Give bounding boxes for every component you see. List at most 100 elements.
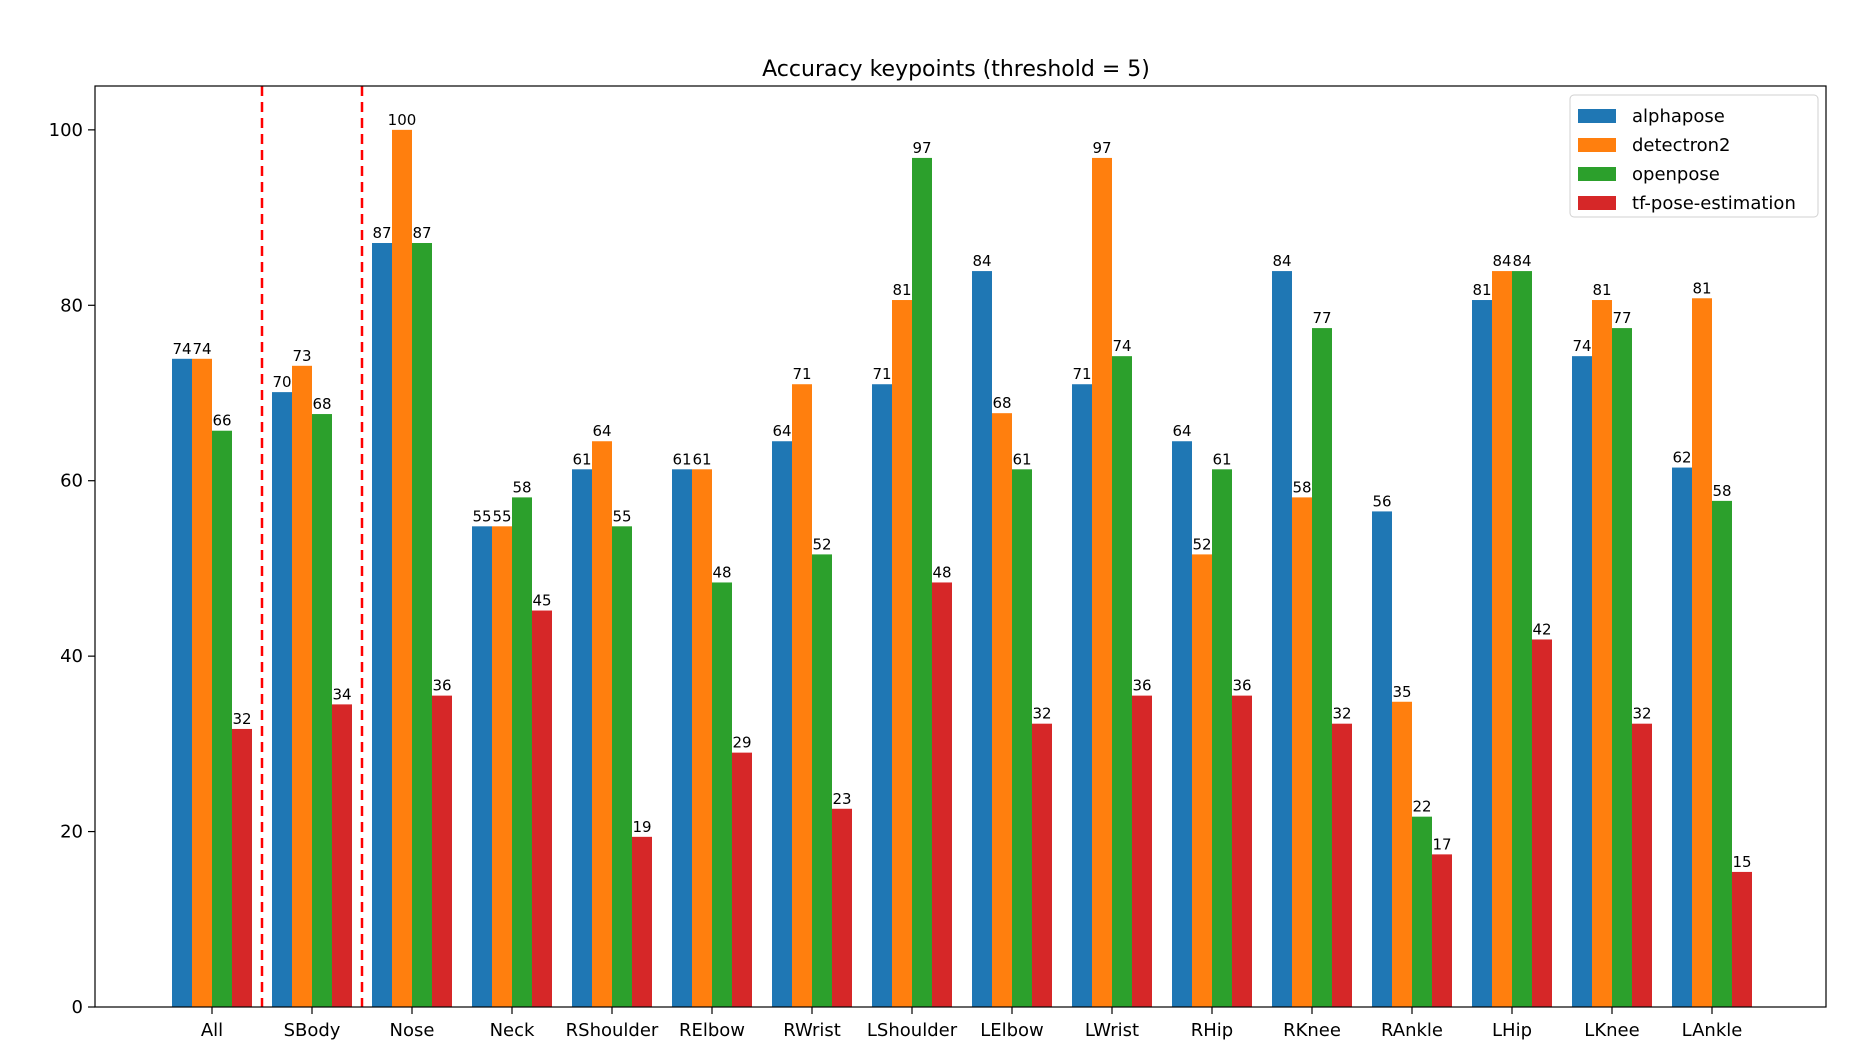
legend-box — [1569, 94, 1819, 218]
bar-openpose-RShoulder — [612, 526, 632, 1007]
bar-label-tf-pose-estimation-LKnee: 32 — [1632, 705, 1651, 723]
bar-label-detectron2-RAnkle: 35 — [1392, 683, 1411, 701]
x-axis: All SBody Nose Neck RShoulder RElbow RWrist LSh… — [201, 1007, 1742, 1041]
bar-label-alphapose-RAnkle: 56 — [1372, 492, 1391, 510]
x-tick-label-LKnee: LKnee — [1584, 1020, 1639, 1041]
bar-label-alphapose-All: 74 — [172, 340, 191, 358]
bar-openpose-RElbow — [712, 582, 732, 1007]
bar-label-alphapose-LKnee: 74 — [1572, 337, 1591, 355]
bar-label-openpose-LElbow: 61 — [1012, 450, 1031, 468]
bar-label-detectron2-Nose: 100 — [388, 111, 417, 129]
bar-openpose-RKnee — [1312, 328, 1332, 1007]
bar-alphapose-LAnkle — [1672, 467, 1692, 1007]
bar-openpose-Neck — [512, 497, 532, 1007]
bar-label-tf-pose-estimation-RKnee: 32 — [1332, 705, 1351, 723]
bar-openpose-LAnkle — [1712, 500, 1732, 1007]
bar-label-openpose-RHip: 61 — [1212, 450, 1231, 468]
bar-openpose-RAnkle — [1412, 816, 1432, 1007]
bar-label-alphapose-Neck: 55 — [472, 507, 491, 525]
bar-alphapose-LHip — [1472, 300, 1492, 1008]
bar-label-detectron2-RHip: 52 — [1192, 535, 1211, 553]
bar-tf-pose-estimation-SBody — [332, 704, 352, 1007]
bar-label-tf-pose-estimation-LHip: 42 — [1532, 620, 1551, 638]
bar-label-tf-pose-estimation-LAnkle: 15 — [1732, 853, 1751, 871]
bar-label-detectron2-RElbow: 61 — [692, 450, 711, 468]
bar-tf-pose-estimation-LKnee — [1632, 723, 1652, 1007]
bar-label-alphapose-RHip: 64 — [1172, 422, 1191, 440]
bar-label-openpose-RWrist: 52 — [812, 535, 831, 553]
bar-alphapose-RShoulder — [572, 469, 592, 1008]
bar-tf-pose-estimation-All — [232, 728, 252, 1007]
bar-label-detectron2-LShoulder: 81 — [892, 281, 911, 299]
legend-swatch-alphapose — [1578, 109, 1616, 123]
bar-label-alphapose-LHip: 81 — [1472, 281, 1491, 299]
bar-label-openpose-RShoulder: 55 — [612, 507, 631, 525]
bar-label-alphapose-Nose: 87 — [372, 224, 391, 242]
bar-detectron2-RShoulder — [592, 441, 612, 1007]
bar-label-openpose-RAnkle: 22 — [1412, 798, 1431, 816]
x-tick-label-LShoulder: LShoulder — [867, 1020, 958, 1041]
x-tick-label-RElbow: RElbow — [679, 1020, 745, 1041]
bar-alphapose-RHip — [1172, 441, 1192, 1007]
legend-label-openpose: openpose — [1632, 164, 1720, 185]
legend-swatch-openpose — [1578, 167, 1616, 181]
bar-detectron2-LShoulder — [892, 300, 912, 1008]
bar-tf-pose-estimation-LHip — [1532, 639, 1552, 1007]
bar-label-openpose-SBody: 68 — [312, 395, 331, 413]
bar-openpose-SBody — [312, 414, 332, 1008]
bar-alphapose-Neck — [472, 526, 492, 1007]
plot-frame — [94, 85, 1827, 1008]
x-tick-label-RShoulder: RShoulder — [566, 1020, 659, 1041]
y-axis: 0 20 40 60 80 100 — [49, 120, 95, 1018]
bar-tf-pose-estimation-RAnkle — [1432, 854, 1452, 1007]
x-tick-label-RAnkle: RAnkle — [1381, 1020, 1443, 1041]
legend-swatch-detectron2 — [1578, 138, 1616, 152]
bar-tf-pose-estimation-Nose — [432, 695, 452, 1007]
bar-tf-pose-estimation-LElbow — [1032, 723, 1052, 1007]
y-tick-label-60: 60 — [60, 471, 83, 492]
bar-label-alphapose-RShoulder: 61 — [572, 450, 591, 468]
legend-swatch-tf-pose-estimation — [1578, 196, 1616, 210]
bar-label-tf-pose-estimation-SBody: 34 — [332, 685, 351, 703]
chart-title: Accuracy keypoints (threshold = 5) — [762, 57, 1150, 82]
bar-label-openpose-LAnkle: 58 — [1712, 482, 1731, 500]
bar-detectron2-All — [192, 358, 212, 1007]
x-tick-label-RKnee: RKnee — [1283, 1020, 1341, 1041]
separators-layer — [260, 86, 364, 1007]
y-tick-label-80: 80 — [60, 295, 83, 316]
bar-label-detectron2-RShoulder: 64 — [592, 422, 611, 440]
bar-label-detectron2-LWrist: 97 — [1092, 139, 1111, 157]
bar-tf-pose-estimation-LWrist — [1132, 695, 1152, 1007]
bar-detectron2-RElbow — [692, 469, 712, 1008]
bar-alphapose-LWrist — [1072, 384, 1092, 1007]
bar-label-openpose-LWrist: 74 — [1112, 337, 1131, 355]
bar-openpose-RWrist — [812, 554, 832, 1007]
bar-tf-pose-estimation-Neck — [532, 610, 552, 1007]
bar-label-openpose-Nose: 87 — [412, 224, 431, 242]
bar-label-openpose-All: 66 — [212, 412, 231, 430]
bar-label-tf-pose-estimation-RAnkle: 17 — [1432, 835, 1451, 853]
bar-detectron2-Neck — [492, 526, 512, 1007]
bar-label-openpose-LHip: 84 — [1512, 252, 1531, 270]
x-tick-label-LWrist: LWrist — [1085, 1020, 1139, 1041]
bar-openpose-LElbow — [1012, 469, 1032, 1008]
bar-tf-pose-estimation-LAnkle — [1732, 871, 1752, 1007]
bar-label-detectron2-LAnkle: 81 — [1692, 279, 1711, 297]
x-tick-label-LElbow: LElbow — [980, 1020, 1044, 1041]
x-tick-label-LHip: LHip — [1492, 1020, 1532, 1041]
legend: alphapose detectron2 openpose tf-pose-estim… — [1569, 94, 1819, 218]
bar-openpose-LShoulder — [912, 157, 932, 1007]
bar-openpose-LKnee — [1612, 328, 1632, 1007]
bar-label-alphapose-RKnee: 84 — [1272, 252, 1291, 270]
bar-tf-pose-estimation-RKnee — [1332, 723, 1352, 1007]
y-tick-label-0: 0 — [72, 997, 83, 1018]
bar-alphapose-LKnee — [1572, 356, 1592, 1007]
bar-alphapose-All — [172, 358, 192, 1007]
bar-alphapose-LShoulder — [872, 384, 892, 1007]
bar-label-tf-pose-estimation-All: 32 — [232, 710, 251, 728]
bar-alphapose-RKnee — [1272, 271, 1292, 1007]
bar-label-tf-pose-estimation-Neck: 45 — [532, 592, 551, 610]
bar-label-tf-pose-estimation-LShoulder: 48 — [932, 563, 951, 581]
x-tick-label-RHip: RHip — [1191, 1020, 1233, 1041]
